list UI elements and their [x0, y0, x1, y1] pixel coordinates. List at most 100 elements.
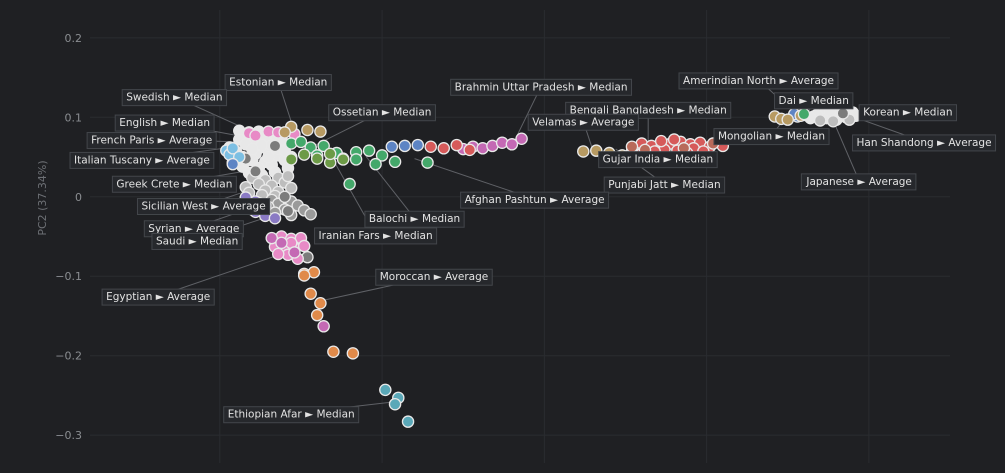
data-point [317, 320, 330, 333]
annotation-label: Punjabi Jatt ► Median [608, 179, 720, 191]
annotation-label: Iranian Fars ► Median [319, 230, 433, 242]
annotation: Ethiopian Afar ► Median [223, 406, 360, 424]
data-point [268, 211, 282, 225]
data-point [275, 236, 288, 250]
data-point [654, 134, 668, 148]
data-points [220, 104, 863, 428]
annotation-box [69, 151, 215, 169]
annotation-label: Estonian ► Median [229, 77, 327, 89]
annotation-label: Ossetian ► Median [333, 107, 432, 119]
annotation: Swedish ► Median [121, 89, 228, 107]
annotation-label: Balochi ► Median [369, 213, 460, 225]
annotation-label: Brahmin Uttar Pradesh ► Median [455, 81, 628, 93]
annotation-box [121, 89, 228, 107]
annotation-label: Swedish ► Median [126, 92, 222, 104]
y-tick-label: 0 [75, 191, 82, 204]
annotation: Punjabi Jatt ► Median [603, 176, 726, 194]
data-point [463, 143, 476, 157]
data-point [813, 114, 827, 127]
data-point [515, 132, 528, 145]
annotation-box [450, 78, 633, 96]
annotation: Syrian ► Average [143, 220, 244, 238]
data-point [327, 345, 340, 358]
annotation-label: Egyptian ► Average [106, 291, 210, 303]
annotation: Velamas ► Average [527, 113, 639, 131]
data-point [388, 155, 402, 169]
annotation-box [375, 268, 493, 286]
data-point [505, 138, 519, 151]
data-point [301, 123, 314, 137]
annotation-box [460, 191, 610, 209]
annotation-label: Dai ► Median [779, 95, 849, 107]
data-point [294, 135, 308, 149]
data-point [271, 247, 285, 261]
annotations: Estonian ► Median Swedish ► Median English… [69, 72, 997, 424]
data-point [310, 308, 324, 322]
annotation-label: English ► Median [119, 117, 210, 129]
data-point [226, 157, 240, 171]
annotation-label: Saudi ► Median [156, 235, 238, 247]
data-point [317, 139, 330, 153]
data-point [297, 239, 311, 253]
annotation: Korean ► Median [858, 104, 957, 122]
annotation-box [858, 104, 957, 122]
annotation-box [86, 132, 217, 150]
data-point [278, 190, 291, 204]
data-point [577, 145, 590, 158]
annotation-label: Moroccan ► Average [380, 271, 489, 283]
annotation-box [114, 114, 215, 132]
annotation: Egyptian ► Average [101, 288, 215, 306]
data-point [310, 152, 324, 165]
annotation-label: Greek Crete ► Median [116, 178, 232, 190]
annotation-box [314, 227, 438, 245]
annotation-box [713, 128, 830, 146]
annotation: Estonian ► Median [224, 74, 332, 92]
data-point [288, 246, 301, 259]
y-tick-label: 0.1 [65, 111, 83, 124]
data-point [336, 153, 350, 166]
annotation: Italian Tuscany ► Average [69, 151, 215, 169]
data-point [297, 269, 311, 282]
annotation-box [678, 72, 839, 90]
annotation-box [111, 175, 237, 193]
annotation: Iranian Fars ► Median [314, 227, 438, 245]
data-point [297, 148, 311, 161]
annotation: Japanese ► Average [800, 173, 917, 191]
annotation: Gujar India ► Median [598, 151, 718, 169]
annotation-box [223, 406, 360, 424]
annotation: French Paris ► Average [86, 132, 217, 150]
annotation-label: Syrian ► Average [148, 223, 239, 235]
annotation: Dai ► Median [774, 92, 854, 110]
data-point [246, 142, 259, 156]
data-point [281, 169, 295, 183]
annotation: Sicilian West ► Average [136, 198, 271, 216]
data-point [398, 139, 412, 153]
annotation: Moroccan ► Average [375, 268, 493, 286]
annotation-box [101, 288, 215, 306]
annotation: Ossetian ► Median [328, 104, 436, 122]
y-tick-label: −0.2 [55, 350, 82, 363]
data-point [284, 181, 298, 195]
data-point [450, 138, 463, 152]
annotation-box [598, 151, 718, 169]
data-point [226, 142, 240, 155]
annotation-box [800, 173, 917, 191]
annotation-label: Mongolian ► Median [718, 131, 825, 143]
annotation-box [603, 176, 726, 194]
annotation-label: Ethiopian Afar ► Median [228, 409, 355, 421]
data-point [343, 177, 356, 191]
data-point [797, 107, 811, 121]
data-point [349, 153, 363, 166]
data-point [625, 140, 639, 153]
data-point [421, 156, 434, 169]
data-point [265, 231, 278, 245]
annotation: Saudi ► Median [151, 232, 243, 250]
data-point [278, 126, 291, 139]
data-point [346, 347, 360, 360]
data-point [281, 204, 295, 218]
annotation-box [328, 104, 436, 122]
data-point [401, 415, 415, 428]
data-point [781, 113, 794, 126]
